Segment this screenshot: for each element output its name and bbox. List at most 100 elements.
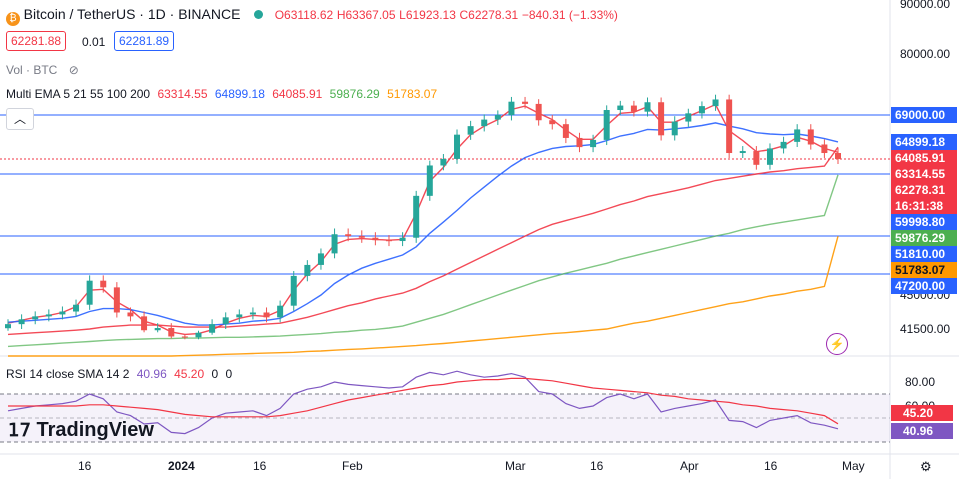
candle-body: [73, 304, 80, 312]
ema55-value: 64085.91: [272, 87, 323, 101]
candle-body: [222, 317, 229, 325]
market-status-icon: [254, 10, 264, 19]
price-label-badge: 16:31:38: [891, 197, 957, 214]
ema-legend-label: Multi EMA 5 21 55 100 200: [6, 87, 151, 101]
tv-logo-icon: 𝟣𝟩: [8, 420, 31, 440]
candle-body: [698, 106, 705, 114]
candle-body: [426, 165, 433, 196]
rsi-label-badge: 40.96: [891, 423, 953, 439]
candle-body: [290, 275, 297, 306]
time-axis-tick: May: [842, 459, 865, 473]
candle-body: [821, 144, 828, 154]
time-axis-tick: 2024: [168, 459, 195, 473]
time-axis-tick: 16: [78, 459, 92, 473]
candle-body: [617, 105, 624, 111]
time-axis-tick: Apr: [680, 459, 699, 473]
logo-text: TradingView: [36, 419, 154, 441]
sell-price-box[interactable]: 62281.88: [6, 31, 67, 51]
candle-body: [45, 314, 52, 317]
candle-body: [794, 129, 801, 142]
price-label-badge: 62278.31: [891, 181, 957, 198]
price-axis-tick: 90000.00: [900, 0, 951, 11]
candle-body: [372, 237, 379, 241]
candle-body: [277, 305, 284, 318]
candle-body: [685, 113, 692, 122]
tradingview-logo[interactable]: 𝟣𝟩 TradingView: [8, 419, 154, 442]
ema21-value: 64899.18: [214, 87, 265, 101]
bitcoin-icon: ₿: [6, 12, 20, 26]
ema5-value: 63314.55: [157, 87, 208, 101]
candle-body: [440, 158, 447, 166]
candle-body: [576, 137, 583, 148]
candle-body: [168, 328, 175, 337]
time-axis-tick: 16: [253, 459, 267, 473]
lightning-icon[interactable]: ⚡: [826, 333, 848, 355]
candle-body: [753, 151, 760, 165]
low-value: L61923.13: [399, 8, 456, 22]
candle-body: [59, 311, 66, 315]
rsi-value: 40.96: [136, 367, 167, 381]
rsi-legend[interactable]: RSI 14 close SMA 14 2 40.96 45.20 0 0: [6, 367, 232, 381]
candle-body: [807, 129, 814, 145]
candle-body: [358, 236, 365, 238]
price-label-badge: 59998.80: [891, 213, 957, 230]
candle-body: [263, 312, 270, 318]
time-axis-tick: Feb: [342, 459, 363, 473]
candle-body: [739, 151, 746, 154]
price-label-badge: 47200.00: [891, 277, 957, 294]
candle-body: [562, 124, 569, 138]
candle-body: [494, 115, 501, 120]
candle-body: [644, 102, 651, 112]
price-axis-tick: 41500.00: [900, 322, 951, 336]
rsi-legend-label: RSI 14 close SMA 14 2: [6, 367, 130, 381]
eye-hidden-icon[interactable]: ⊘: [68, 63, 79, 77]
price-label-badge: 64085.91: [891, 149, 957, 166]
candle-body: [86, 280, 93, 305]
candle-body: [658, 102, 665, 136]
collapse-legend-button[interactable]: ︿: [6, 108, 34, 130]
candle-body: [100, 280, 107, 288]
close-value: C62278.31: [459, 8, 519, 22]
price-label-badge: 51810.00: [891, 245, 957, 262]
ema-legend[interactable]: Multi EMA 5 21 55 100 200 63314.55 64899…: [6, 87, 437, 101]
price-label-badge: 63314.55: [891, 165, 957, 182]
rsi-sma-value: 45.20: [174, 367, 205, 381]
candle-body: [766, 148, 773, 165]
price-label-badge: 59876.29: [891, 229, 957, 246]
candle-body: [236, 314, 243, 318]
time-axis-tick: Mar: [505, 459, 526, 473]
ema200-value: 51783.07: [387, 87, 438, 101]
symbol-header: ₿ Bitcoin / TetherUS · 1D · BINANCE O631…: [6, 6, 618, 26]
ema-line-ema5: [7, 103, 839, 336]
symbol-title[interactable]: Bitcoin / TetherUS · 1D · BINANCE: [23, 6, 241, 22]
candle-body: [603, 110, 610, 140]
candle-body: [481, 119, 488, 127]
candle-body: [467, 126, 474, 135]
candle-body: [304, 264, 311, 276]
chevron-up-icon: ︿: [13, 112, 26, 126]
price-label-badge: 64899.18: [891, 133, 957, 150]
candle-body: [32, 316, 39, 320]
volume-legend[interactable]: Vol · BTC ⊘: [6, 63, 79, 77]
candle-body: [508, 101, 515, 115]
candle-body: [181, 336, 188, 338]
candle-body: [154, 328, 161, 331]
candle-body: [726, 99, 733, 154]
candle-body: [141, 316, 148, 331]
candle-body: [195, 332, 202, 338]
candle-body: [209, 324, 216, 333]
ema-line-ema21: [7, 122, 839, 326]
candle-body: [399, 237, 406, 242]
buy-price-box[interactable]: 62281.89: [114, 31, 175, 51]
time-axis-tick: 16: [590, 459, 604, 473]
settings-gear-icon[interactable]: ⚙: [920, 459, 932, 474]
candle-body: [345, 234, 352, 237]
rsi-axis-tick: 80.00: [905, 375, 936, 389]
candle-body: [590, 139, 597, 148]
candle-body: [413, 195, 420, 238]
candle-body: [317, 253, 324, 265]
candle-body: [549, 120, 556, 125]
candle-body: [630, 105, 637, 112]
candle-body: [249, 312, 256, 315]
